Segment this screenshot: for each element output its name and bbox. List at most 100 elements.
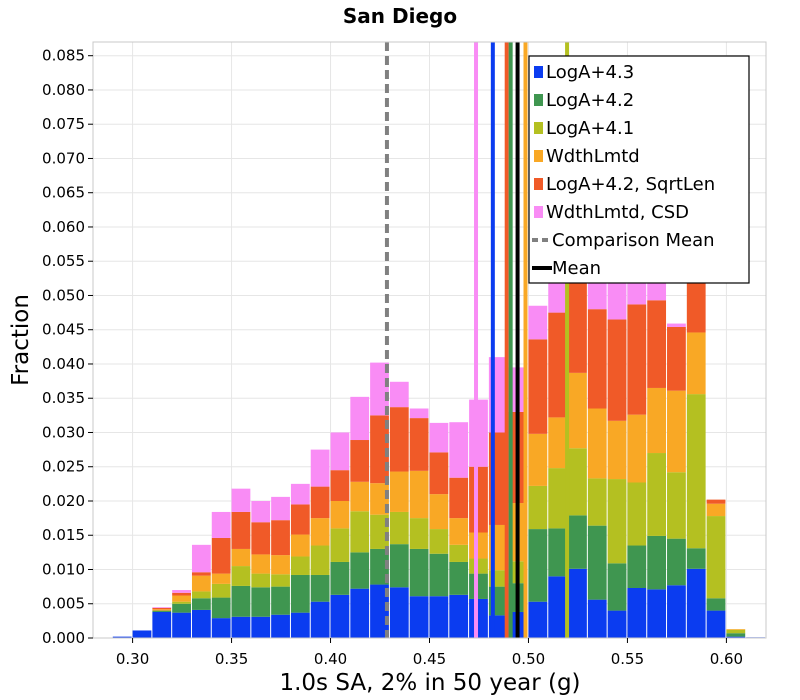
- bar-segment: [449, 477, 469, 519]
- y-tick-label: 0.055: [42, 252, 85, 270]
- bar-segment: [528, 529, 548, 602]
- bar-segment: [211, 597, 231, 619]
- bar-segment: [350, 396, 370, 441]
- bar-segment: [647, 387, 667, 454]
- bar-segment: [409, 548, 429, 597]
- bar-segment: [409, 470, 429, 519]
- bar-segment: [290, 534, 310, 557]
- bar-segment: [310, 486, 330, 519]
- bar-segment: [251, 616, 271, 638]
- legend-label: Mean: [552, 258, 601, 279]
- bar-segment: [112, 636, 132, 638]
- bar-segment: [211, 537, 231, 574]
- bar-segment: [172, 590, 191, 593]
- x-tick-label: 0.40: [314, 650, 347, 668]
- bar-segment: [528, 601, 548, 638]
- bar-segment: [310, 518, 330, 546]
- bar-segment: [548, 468, 568, 529]
- bar-segment: [172, 592, 191, 596]
- y-tick-label: 0.040: [42, 355, 85, 373]
- bar-segment: [686, 332, 706, 395]
- bar-segment: [409, 518, 429, 549]
- bar-segment: [191, 544, 211, 573]
- bar-segment: [152, 607, 172, 610]
- bar-segment: [211, 583, 231, 598]
- bar-segment: [686, 568, 706, 638]
- legend-label: LogA+4.1: [546, 118, 634, 139]
- bars: [112, 194, 765, 638]
- y-tick-label: 0.050: [42, 286, 85, 304]
- bar-segment: [152, 611, 172, 638]
- bar-segment: [667, 538, 686, 586]
- y-axis-label: Fraction: [8, 294, 34, 386]
- y-tick-label: 0.030: [42, 423, 85, 441]
- bar-segment: [152, 610, 172, 612]
- bar-segment: [330, 594, 350, 638]
- bar-segment: [370, 514, 389, 549]
- bar-segment: [370, 362, 389, 416]
- bar-segment: [251, 587, 271, 617]
- bar-segment: [290, 556, 310, 575]
- x-tick-label: 0.60: [710, 650, 743, 668]
- bar-segment: [350, 552, 370, 589]
- bar-segment: [568, 372, 587, 449]
- bar-segment: [647, 535, 667, 590]
- bar-segment: [548, 528, 568, 577]
- bar-segment: [330, 528, 350, 562]
- legend-label: LogA+4.3: [546, 62, 634, 83]
- bar-segment: [271, 496, 290, 521]
- bar-segment: [449, 518, 469, 545]
- bar-segment: [172, 603, 191, 613]
- bar-segment: [310, 574, 330, 602]
- bar-segment: [667, 472, 686, 539]
- bar-segment: [667, 326, 686, 391]
- bar-segment: [172, 595, 191, 602]
- x-axis-ticks: 0.30 0.35 0.40 0.45 0.50 0.55 0.60: [116, 638, 743, 668]
- bar-segment: [469, 399, 488, 467]
- x-tick-label: 0.35: [215, 650, 248, 668]
- bar-segment: [251, 554, 271, 574]
- bar-segment: [389, 381, 409, 408]
- legend-swatch: [534, 122, 543, 134]
- bar-segment: [726, 629, 746, 630]
- bar-segment: [172, 612, 191, 638]
- bar-segment: [607, 420, 627, 480]
- bar-segment: [330, 432, 350, 471]
- bar-segment: [587, 478, 607, 526]
- bar-segment: [726, 636, 746, 638]
- x-tick-label: 0.55: [611, 650, 644, 668]
- bar-segment: [330, 470, 350, 501]
- bar-segment: [587, 309, 607, 409]
- bar-segment: [469, 466, 488, 533]
- x-tick-label: 0.45: [413, 650, 446, 668]
- legend-label: Comparison Mean: [552, 230, 715, 251]
- x-axis-label: 1.0s SA, 2% in 50 year (g): [279, 670, 580, 696]
- bar-segment: [469, 532, 488, 559]
- bar-segment: [191, 598, 211, 610]
- bar-segment: [429, 452, 449, 495]
- bar-segment: [587, 408, 607, 479]
- legend-label: WdthLmtd: [546, 146, 640, 167]
- x-tick-label: 0.30: [116, 650, 149, 668]
- bar-segment: [350, 440, 370, 482]
- y-axis-ticks: 0.000 0.005 0.010 0.015 0.020 0.025 0.030 0.035…: [42, 47, 93, 647]
- y-tick-label: 0.000: [42, 629, 85, 647]
- bar-segment: [409, 418, 429, 471]
- bar-segment: [706, 516, 726, 599]
- bar-segment: [330, 500, 350, 529]
- y-tick-label: 0.020: [42, 492, 85, 510]
- bar-segment: [469, 558, 488, 574]
- bar-segment: [607, 479, 627, 564]
- bar-segment: [647, 453, 667, 536]
- bar-segment: [350, 481, 370, 512]
- bar-segment: [706, 503, 726, 517]
- bar-segment: [191, 609, 211, 638]
- bar-segment: [627, 587, 647, 638]
- legend: LogA+4.3 LogA+4.2 LogA+4.1 WdthLmtd LogA+4.2…: [528, 55, 750, 284]
- bar-segment: [271, 574, 290, 587]
- bar-segment: [686, 548, 706, 569]
- bar-segment: [231, 548, 251, 567]
- bar-segment: [132, 630, 152, 638]
- chart-title: San Diego: [343, 4, 457, 28]
